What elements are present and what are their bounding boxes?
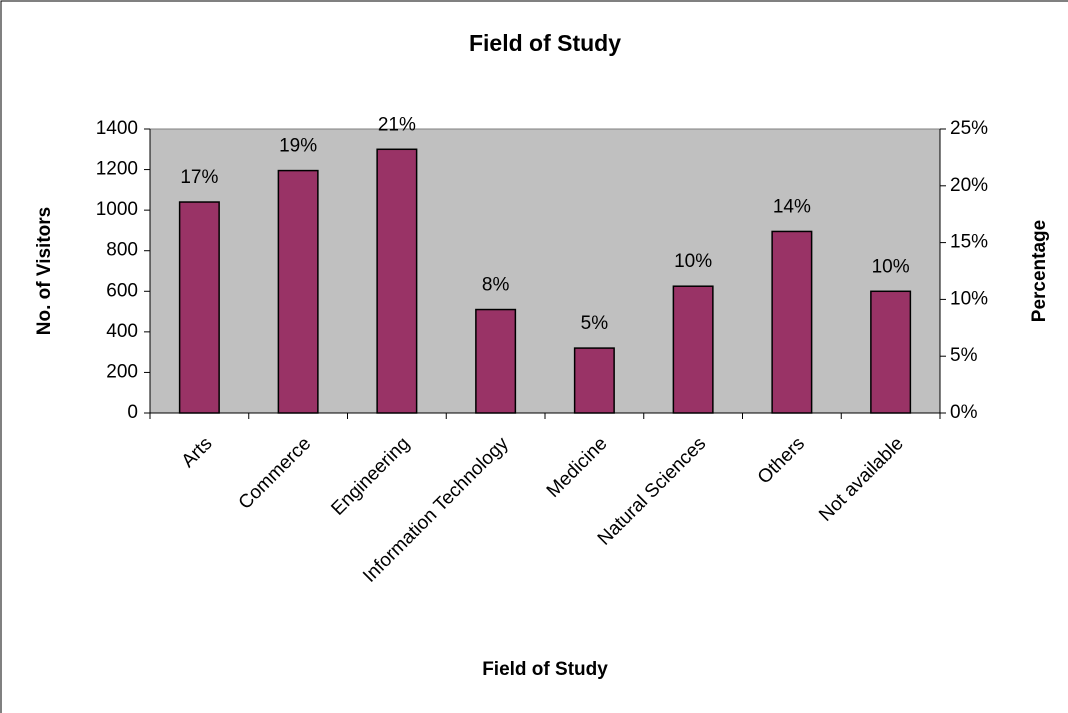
- bar: [475, 308, 517, 414]
- x-axis-title: Field of Study: [482, 659, 608, 680]
- y-tick-label: 600: [106, 280, 138, 301]
- y-tick-label: 800: [106, 240, 138, 261]
- y2-tick-label: 15%: [950, 232, 988, 253]
- x-tick-label: Arts: [178, 433, 217, 472]
- y2-tick-label: 25%: [950, 118, 988, 139]
- y2-tick-label: 20%: [950, 175, 988, 196]
- y-tick-label: 200: [106, 361, 138, 382]
- x-tick-label: Commerce: [235, 433, 316, 514]
- y-tick-label: 1200: [96, 159, 138, 180]
- plot-area: [149, 128, 941, 414]
- x-tick-label: Medicine: [543, 433, 612, 502]
- y-tick-label: 0: [127, 402, 138, 423]
- bar: [573, 347, 615, 414]
- data-label: 10%: [674, 251, 712, 272]
- x-tick-label: Natural Sciences: [594, 433, 710, 549]
- data-label: 21%: [378, 114, 416, 135]
- y-axis-title: No. of Visitors: [34, 207, 55, 335]
- y2-axis-title: Percentage: [1029, 220, 1050, 322]
- x-tick-label: Engineering: [327, 433, 414, 520]
- bar: [277, 169, 319, 414]
- y-tick-label: 1000: [96, 199, 138, 220]
- y2-tick-label: 10%: [950, 288, 988, 309]
- data-label: 17%: [180, 167, 218, 188]
- y-tick-label: 400: [106, 321, 138, 342]
- chart-title: Field of Study: [469, 30, 621, 56]
- data-label: 5%: [581, 313, 609, 334]
- bar: [376, 148, 418, 414]
- bar: [771, 230, 813, 414]
- x-tick-label: Others: [754, 433, 809, 488]
- bar: [870, 290, 912, 414]
- data-label: 10%: [872, 256, 910, 277]
- x-tick-label: Not available: [815, 433, 908, 526]
- y-tick-label: 1400: [96, 118, 138, 139]
- y2-tick-label: 5%: [950, 345, 978, 366]
- data-label: 19%: [279, 136, 317, 157]
- y2-tick-label: 0%: [950, 402, 978, 423]
- data-label: 8%: [482, 275, 510, 296]
- data-label: 14%: [773, 196, 811, 217]
- bar: [178, 201, 220, 414]
- bar: [672, 285, 714, 414]
